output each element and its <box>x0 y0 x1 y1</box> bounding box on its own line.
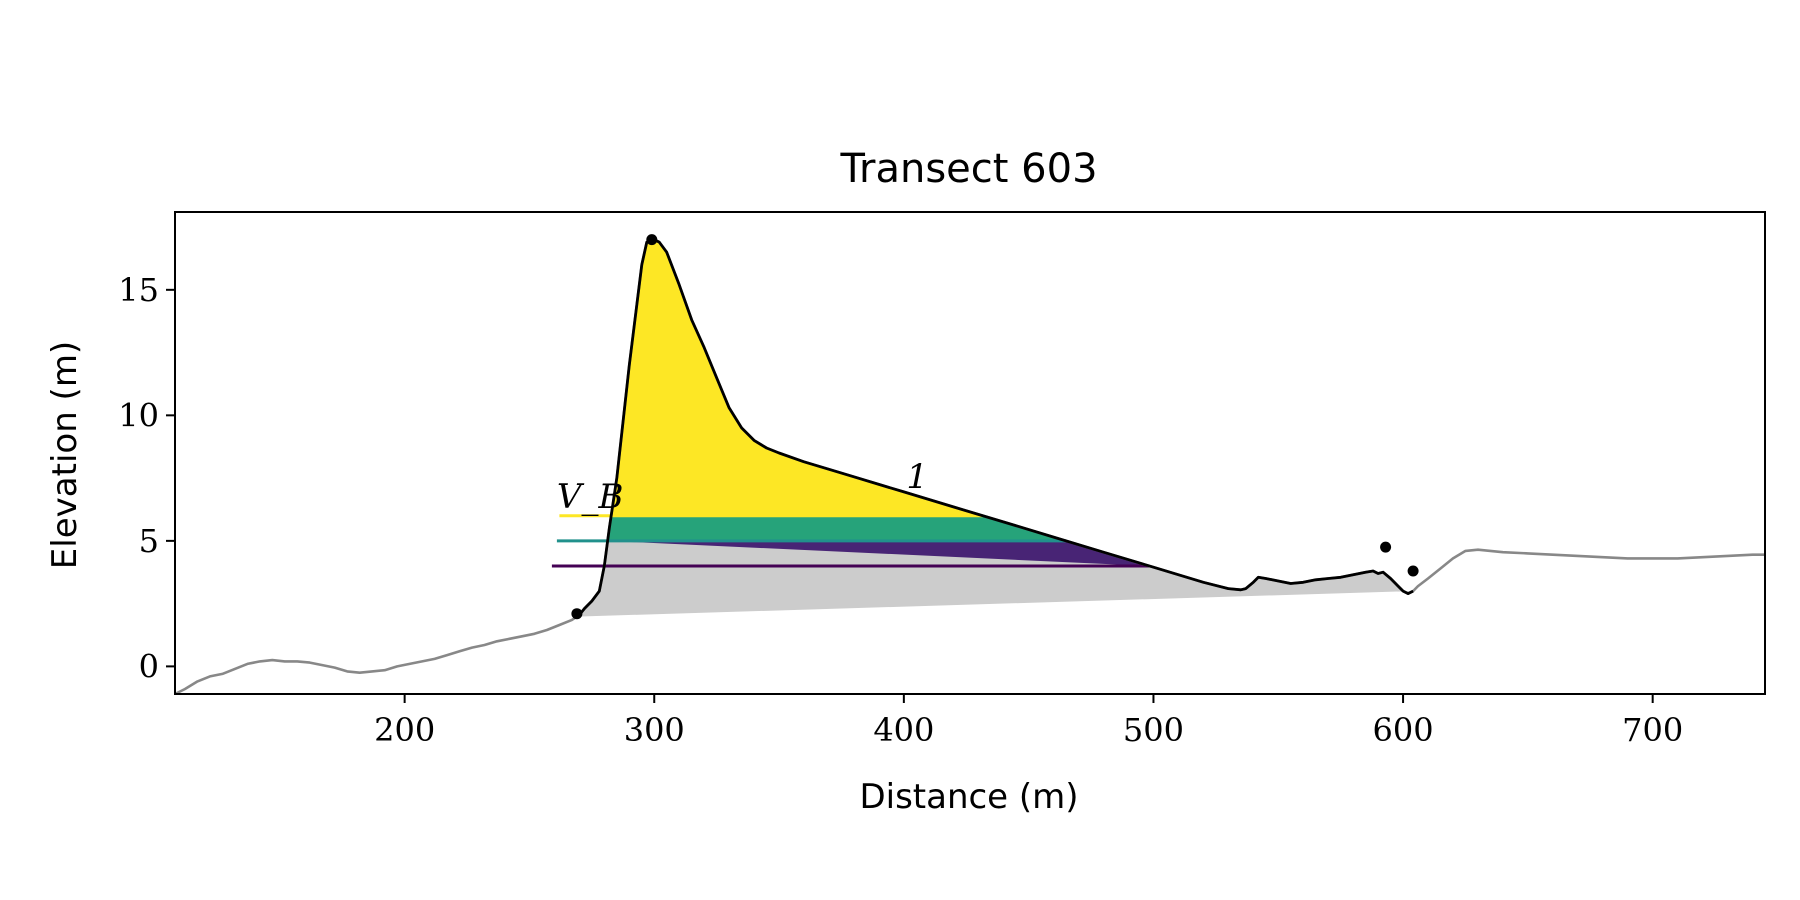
dune-fills <box>576 239 1414 617</box>
y-tick-label-15: 15 <box>118 271 159 309</box>
profile-line <box>174 238 1765 696</box>
x-tick-label-700: 700 <box>1622 711 1683 749</box>
y-axis-label: Elevation (m) <box>45 341 85 569</box>
x-tick-label-400: 400 <box>873 711 934 749</box>
plot-frame <box>174 211 1766 695</box>
annotation-0: V_B <box>557 477 624 517</box>
band-mid-fill <box>607 515 1067 541</box>
x-tick-label-600: 600 <box>1373 711 1434 749</box>
chart-title: Transect 603 <box>839 146 1097 192</box>
x-axis-label: Distance (m) <box>859 777 1078 817</box>
marker-heel <box>1380 541 1392 553</box>
y-tick-label-0: 0 <box>139 647 159 685</box>
x-axis-ticks: 200 300 400 500 600 700 <box>374 694 1683 749</box>
y-tick-label-5: 5 <box>139 522 159 560</box>
profile-markers <box>571 234 1419 620</box>
y-axis-ticks: 0 5 10 15 <box>118 271 175 685</box>
x-tick-label-200: 200 <box>374 711 435 749</box>
x-tick-label-300: 300 <box>624 711 685 749</box>
dune-outline <box>576 238 1414 618</box>
band-top-fill <box>611 239 983 516</box>
marker-crest <box>646 234 658 246</box>
x-tick-label-500: 500 <box>1123 711 1184 749</box>
marker-end <box>1407 565 1419 577</box>
profile-lines <box>174 238 1765 696</box>
annotation-1: 1 <box>906 457 928 497</box>
band-low-fill <box>607 540 1150 566</box>
marker-toe <box>571 608 583 620</box>
y-tick-label-10: 10 <box>118 396 159 434</box>
annotations: V_B 1 <box>557 457 928 517</box>
